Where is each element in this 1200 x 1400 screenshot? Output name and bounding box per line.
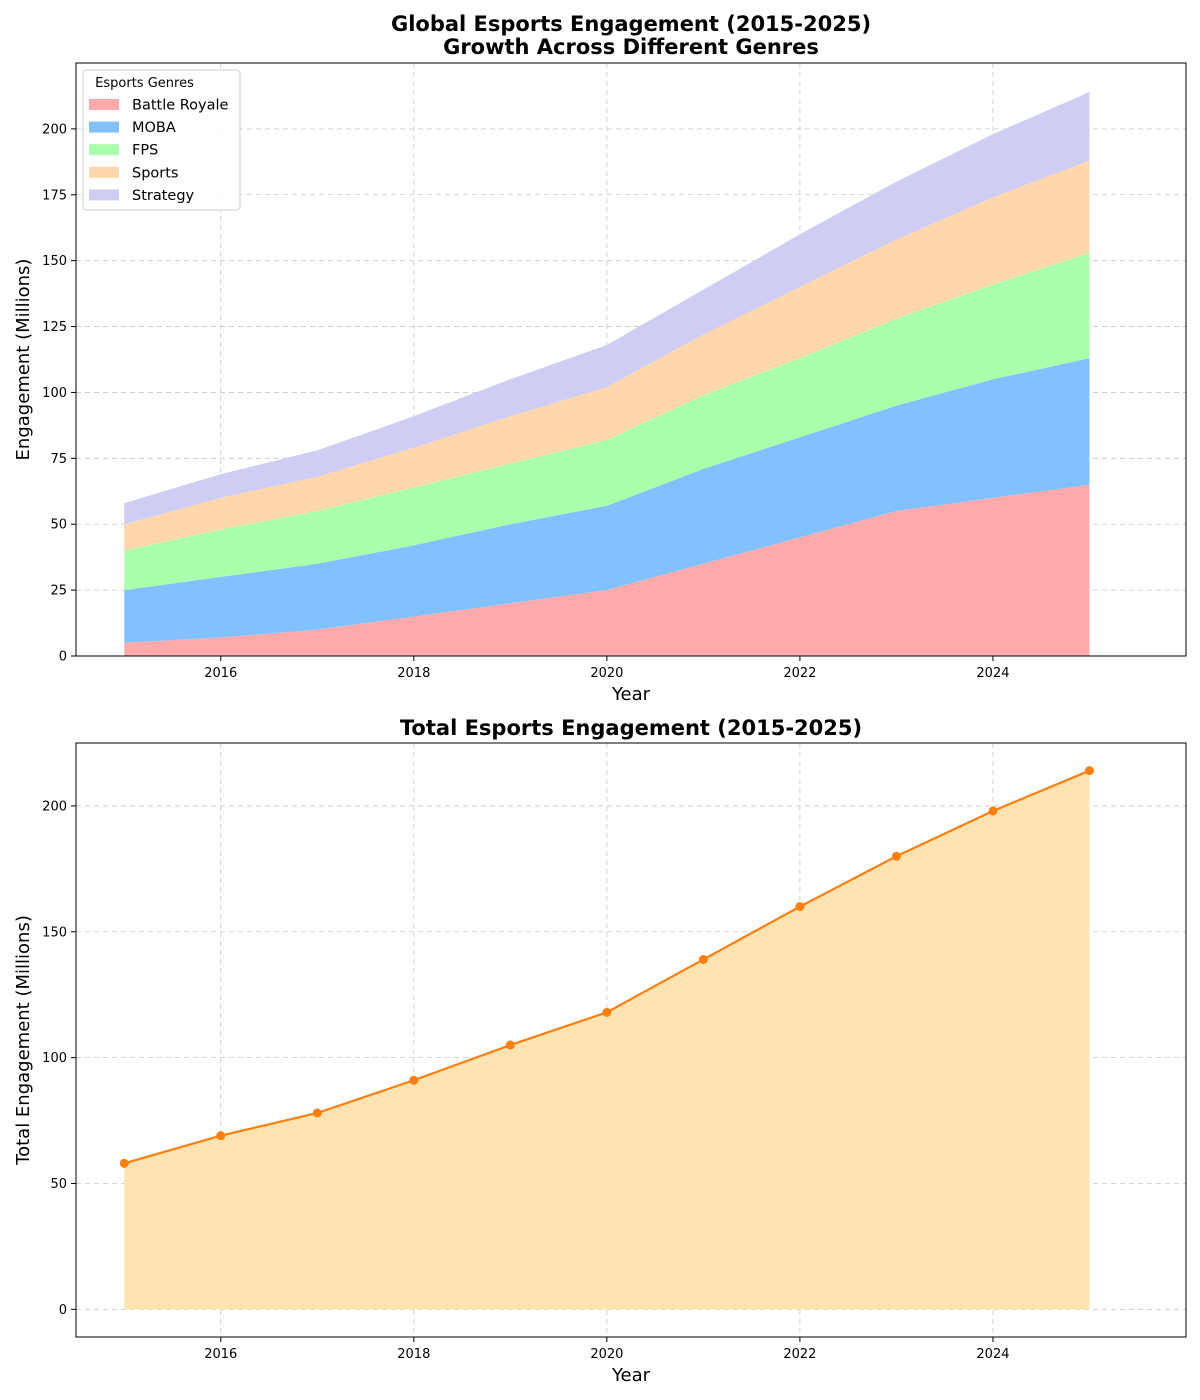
- y-tick-label: 50: [50, 518, 67, 533]
- total-area-fill: [124, 770, 1090, 1310]
- legend-swatch: [89, 99, 119, 110]
- x-tick-label: 2024: [976, 1347, 1009, 1362]
- x-tick-label: 2024: [976, 666, 1009, 681]
- data-marks: [119, 766, 1094, 1310]
- x-tick-label: 2020: [590, 1347, 623, 1362]
- total-point: [409, 1075, 419, 1085]
- data-marks: [124, 91, 1090, 656]
- stacked-area-chart: 2016 2018 2020 2022 2024 0 25 50 75 100 125 150 175 2…: [13, 12, 1187, 705]
- x-tick-label: 2016: [204, 666, 237, 681]
- plot-frame: [75, 742, 1187, 1338]
- total-line-chart: 2016 2018 2020 2022 2024 0 50 100 150 200 Total Es…: [13, 716, 1187, 1386]
- legend-swatch: [89, 189, 119, 201]
- y-tick-label: 0: [59, 1303, 67, 1318]
- x-tick-label: 2018: [397, 1347, 430, 1362]
- y-tick-label: 150: [42, 254, 67, 269]
- total-point: [216, 1131, 226, 1141]
- legend-label: MOBA: [132, 120, 176, 136]
- y-tick-label: 100: [42, 386, 67, 401]
- x-axis-label: Year: [611, 684, 651, 705]
- total-point: [891, 851, 901, 861]
- chart-title-line: Growth Across Different Genres: [443, 35, 819, 59]
- legend-label: Battle Royale: [132, 98, 229, 114]
- x-tick-label: 2020: [590, 666, 623, 681]
- chart-title-line: Total Esports Engagement (2015-2025): [400, 716, 862, 740]
- area-strategy: [124, 91, 1090, 525]
- y-tick-label: 100: [42, 1051, 67, 1066]
- total-point: [602, 1007, 612, 1017]
- y-tick-label: 125: [42, 320, 67, 335]
- y-axis-label: Engagement (Millions): [13, 259, 34, 461]
- x-tick-label: 2022: [783, 1347, 816, 1362]
- x-tick-label: 2018: [397, 666, 430, 681]
- total-point: [119, 1158, 129, 1168]
- chart-title-line: Global Esports Engagement (2015-2025): [391, 12, 871, 36]
- legend-title: Esports Genres: [95, 76, 194, 91]
- y-tick-label: 25: [50, 584, 67, 599]
- legend: Esports Genres Battle Royale MOBA FPS Sports…: [82, 69, 241, 211]
- total-point: [795, 902, 805, 912]
- total-point: [505, 1040, 515, 1050]
- y-tick-label: 75: [50, 452, 67, 467]
- x-tick-label: 2022: [783, 666, 816, 681]
- legend-swatch: [89, 144, 119, 156]
- legend-label: FPS: [132, 143, 158, 159]
- legend-label: Strategy: [132, 188, 195, 204]
- plot-frame: [75, 62, 1187, 657]
- x-tick-label: 2016: [204, 1347, 237, 1362]
- axis-ticks: 2016 2018 2020 2022 2024 0 25 50 75 100 125 150 175 2…: [42, 122, 1009, 681]
- total-point: [698, 954, 708, 964]
- y-tick-label: 175: [42, 188, 67, 203]
- axis-ticks: 2016 2018 2020 2022 2024 0 50 100 150 200: [42, 799, 1009, 1362]
- total-point: [312, 1108, 322, 1118]
- legend-swatch: [89, 166, 119, 178]
- y-tick-label: 150: [42, 925, 67, 940]
- legend-box: [82, 69, 241, 211]
- area-fps: [124, 252, 1090, 591]
- y-tick-label: 0: [59, 650, 67, 665]
- y-tick-label: 200: [42, 799, 67, 814]
- area-moba: [124, 358, 1090, 643]
- y-axis-label: Total Engagement (Millions): [13, 915, 34, 1166]
- area-battle-royale: [124, 484, 1090, 656]
- total-point: [1084, 766, 1094, 776]
- y-tick-label: 50: [50, 1177, 67, 1192]
- total-point: [988, 806, 998, 816]
- legend-label: Sports: [132, 165, 178, 181]
- legend-swatch: [89, 121, 119, 133]
- x-axis-label: Year: [611, 1365, 651, 1386]
- area-sports: [124, 160, 1090, 551]
- y-tick-label: 200: [42, 122, 67, 137]
